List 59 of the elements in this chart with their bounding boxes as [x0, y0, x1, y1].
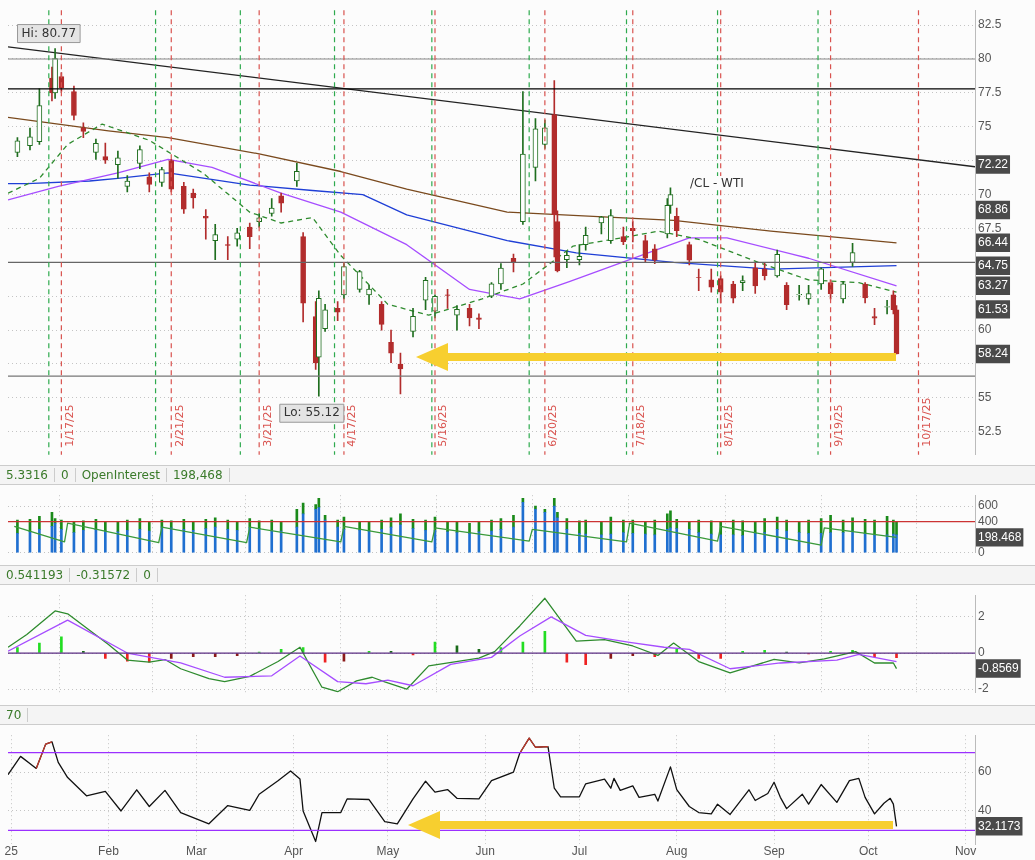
- text: 0.541193: [0, 568, 71, 582]
- y-tick-label: 61.53: [978, 301, 1009, 316]
- text: OpenInterest: [75, 468, 167, 482]
- y-tick-label: 60: [978, 764, 992, 779]
- y-tick-label: 70: [978, 186, 992, 201]
- text: 198,468: [166, 468, 230, 482]
- annotation: /CL - WTI: [688, 176, 746, 190]
- ref-line-label: 3/21/25: [260, 404, 274, 447]
- ref-line-label: 9/19/25: [831, 404, 845, 447]
- y-tick-label: 52.5: [978, 424, 1002, 439]
- y-tick-label: 60: [978, 322, 992, 337]
- text: 0: [55, 468, 76, 482]
- x-tick-label: Sep: [763, 843, 786, 858]
- y-tick-label: 66.44: [978, 235, 1009, 250]
- annotation: Hi: 80.77: [21, 25, 77, 40]
- annotation: Lo: 55.12: [283, 405, 340, 420]
- y-tick-label: 72.22: [978, 156, 1009, 171]
- y-tick-label: -2: [978, 681, 989, 696]
- ref-line-label: 7/18/25: [634, 404, 648, 447]
- x-tick-label: Feb: [98, 843, 120, 858]
- y-tick-label: 77.5: [978, 85, 1002, 100]
- y-tick-label: 32.1173: [978, 818, 1021, 833]
- text: 5.3316: [0, 468, 55, 482]
- y-tick-label: 198.468: [978, 529, 1022, 544]
- x-tick-label: Apr: [284, 843, 304, 858]
- x-tick-label: Mar: [186, 843, 207, 858]
- x-tick-label: 25: [4, 843, 19, 858]
- text: 0: [137, 568, 158, 582]
- y-tick-label: 0: [978, 645, 985, 660]
- y-tick-label: 63.27: [978, 278, 1009, 293]
- y-tick-label: -0.8569: [978, 660, 1020, 675]
- y-tick-label: 55: [978, 390, 992, 405]
- x-tick-label: May: [376, 843, 400, 858]
- x-tick-label: Oct: [858, 843, 879, 858]
- x-tick-label: Jun: [475, 843, 495, 858]
- ref-line-label: 1/17/25: [62, 404, 76, 447]
- ref-line-label: 4/17/25: [345, 404, 359, 447]
- y-tick-label: 80: [978, 51, 992, 66]
- x-tick-label: Jul: [571, 843, 588, 858]
- y-tick-label: 400: [978, 513, 999, 528]
- ref-line-label: 10/17/25: [919, 397, 933, 447]
- ref-line-label: 6/20/25: [546, 404, 560, 447]
- ref-line-label: 5/16/25: [436, 404, 450, 447]
- x-tick-label: Nov: [954, 843, 977, 858]
- y-tick-label: 68.86: [978, 202, 1009, 217]
- y-tick-label: 2: [978, 609, 985, 624]
- ref-line-label: 8/15/25: [722, 404, 736, 447]
- y-tick-label: 82.5: [978, 17, 1002, 32]
- y-tick-label: 64.75: [978, 258, 1009, 273]
- y-tick-label: 75: [978, 119, 992, 134]
- text: -0.31572: [70, 568, 138, 582]
- y-tick-label: 67.5: [978, 220, 1002, 235]
- x-tick-label: Aug: [666, 843, 688, 858]
- y-tick-label: 40: [978, 803, 992, 818]
- ref-line-label: 2/21/25: [172, 404, 186, 447]
- y-tick-label: 600: [978, 498, 999, 513]
- y-tick-label: 0: [978, 545, 985, 560]
- y-tick-label: 58.24: [978, 346, 1009, 361]
- text: 70: [0, 708, 29, 722]
